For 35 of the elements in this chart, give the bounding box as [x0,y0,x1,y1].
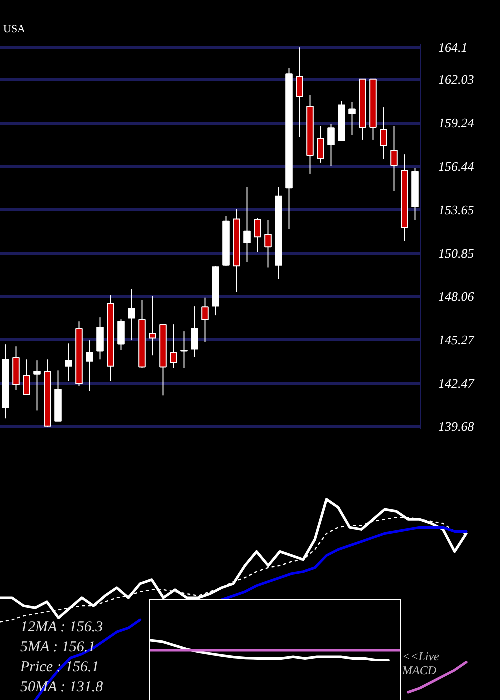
candlestick [348,102,356,136]
candlestick [23,359,30,396]
y-tick-label: 164.1 [438,40,468,56]
candlestick [96,317,104,360]
candlestick [191,306,198,358]
candlestick [390,126,398,192]
y-tick-label: 148.06 [438,289,475,304]
y-tick-label: 150.85 [438,246,475,261]
candlestick [202,297,209,343]
annotation: 5MA : 156.1 [20,640,96,656]
y-tick-label: 156.44 [438,159,475,174]
candlestick [180,331,188,369]
candlestick [244,186,251,263]
y-tick-label: 139.68 [438,419,475,434]
candlestick [34,360,41,412]
candlestick [65,343,72,382]
y-tick-label: 159.24 [438,116,475,131]
candlestick [128,288,136,342]
chart-title: USA [4,24,26,36]
y-tick-label: 153.65 [438,202,475,218]
candlestick [328,124,335,167]
candlestick [118,319,125,351]
y-tick-label: 145.27 [438,332,475,348]
annotation: 12MA : 156.3 [20,620,104,636]
candlestick [264,220,272,268]
candlestick [170,324,178,369]
candlestick [296,47,304,138]
annotation: <<Live MACD [402,650,440,678]
candlestick [149,296,156,356]
candlestick [86,340,94,392]
candlestick [317,126,324,164]
candlestick [380,107,388,160]
y-tick-label: 142.47 [438,376,475,391]
candlestick [254,218,262,253]
y-tick-label: 162.03 [438,72,475,88]
